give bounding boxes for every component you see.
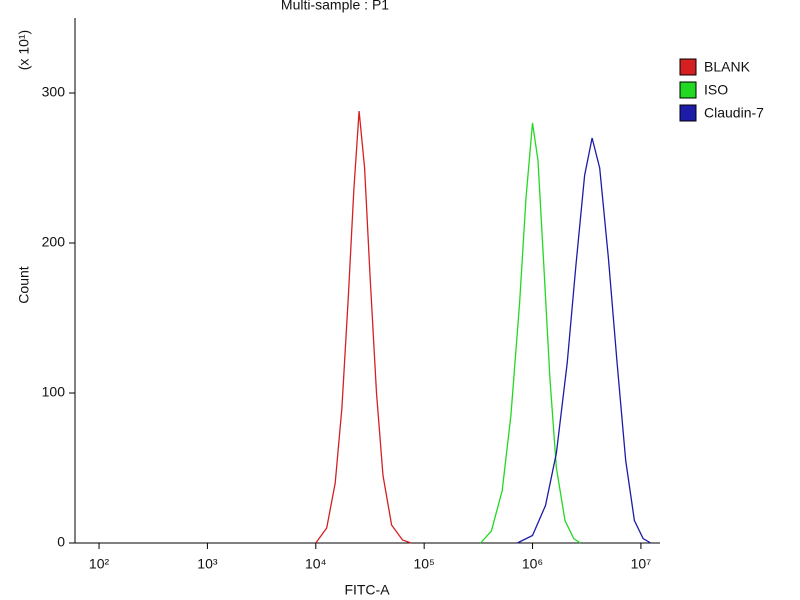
- chart-title: Multi-sample : P1: [281, 0, 389, 13]
- x-tick-label: 10⁴: [305, 556, 327, 572]
- y-tick-label: 300: [42, 84, 66, 100]
- legend-label: BLANK: [704, 59, 751, 75]
- series-line: [517, 137, 652, 544]
- series-line: [315, 110, 412, 544]
- series-line: [480, 122, 581, 544]
- y-tick-label: 100: [42, 384, 66, 400]
- legend-swatch: [679, 104, 697, 122]
- legend-label: Claudin-7: [704, 105, 764, 121]
- x-tick-label: 10²: [89, 556, 110, 572]
- x-axis-label: FITC-A: [344, 582, 390, 598]
- y-axis-label: Count: [16, 266, 32, 303]
- x-tick-label: 10³: [197, 556, 218, 572]
- legend-swatch: [679, 58, 697, 76]
- legend-label: ISO: [704, 82, 728, 98]
- x-tick-label: 10⁷: [631, 556, 652, 572]
- y-multiplier: (x 10¹): [16, 30, 32, 70]
- x-tick-label: 10⁶: [522, 556, 543, 572]
- x-tick-label: 10⁵: [413, 556, 434, 572]
- legend-swatch: [679, 81, 697, 99]
- y-tick-label: 0: [57, 534, 65, 550]
- y-tick-label: 200: [42, 234, 66, 250]
